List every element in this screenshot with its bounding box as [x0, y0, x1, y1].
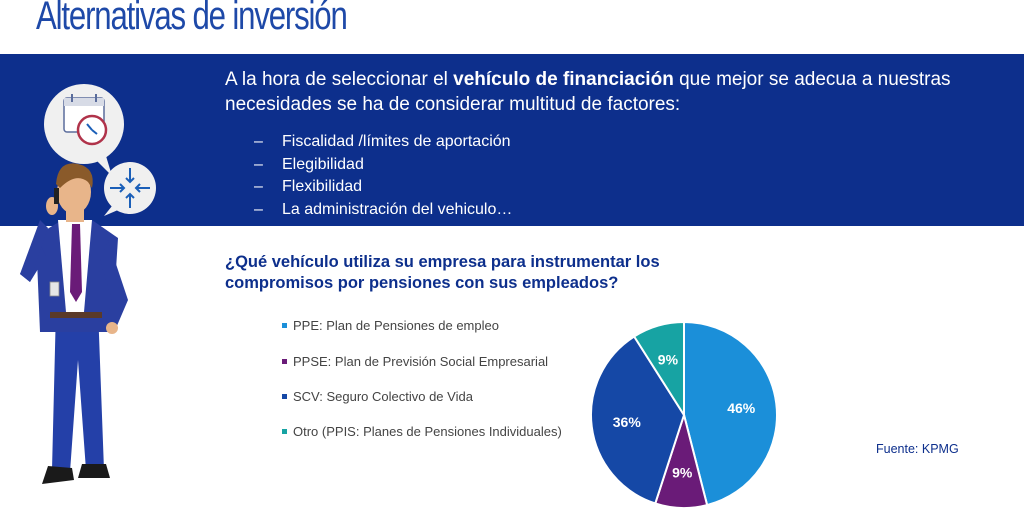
factor-item: Flexibilidad — [254, 176, 512, 199]
legend-label: PPE: Plan de Pensiones de empleo — [293, 318, 499, 333]
factor-item: Elegibilidad — [254, 154, 512, 177]
legend-swatch-ppse — [282, 359, 287, 364]
legend-item-scv: SCV: Seguro Colectivo de Vida — [282, 389, 593, 405]
calendar-bubble-icon — [44, 84, 124, 176]
pie-chart: 46% 9% 36% 9% — [590, 320, 778, 509]
legend-label: Otro (PPIS: Planes de Pensiones Individu… — [293, 424, 562, 439]
pie-slice-ppe — [683, 320, 778, 507]
legend-swatch-otro — [282, 429, 287, 434]
legend-item-ppse: PPSE: Plan de Previsión Social Empresari… — [282, 354, 593, 370]
legend-label: PPSE: Plan de Previsión Social Empresari… — [293, 354, 549, 369]
intro-after: que mejor se adecua a nuestras necesidad… — [225, 69, 951, 115]
pie-label-ppse: 9% — [672, 465, 693, 481]
factor-item: La administración del vehiculo… — [254, 199, 512, 222]
source-note: Fuente: KPMG — [876, 442, 959, 456]
survey-question: ¿Qué vehículo utiliza su empresa para in… — [225, 253, 660, 292]
man-figure — [20, 163, 128, 484]
pie-slice-otro — [632, 320, 685, 419]
arrows-bubble-icon — [104, 162, 156, 216]
intro-bold: vehículo de financiación — [453, 69, 674, 90]
pie-label-ppe: 46% — [727, 400, 756, 416]
businessman-illustration — [20, 84, 156, 484]
factor-list: Fiscalidad /límites de aportación Elegib… — [254, 131, 512, 221]
pie-slice-scv — [590, 335, 686, 505]
pie-label-scv: 36% — [613, 414, 642, 430]
legend-item-otro: Otro (PPIS: Planes de Pensiones Individu… — [282, 424, 593, 440]
factor-item: Fiscalidad /límites de aportación — [254, 131, 512, 154]
page-title: Alternativas de inversión — [36, 0, 348, 38]
intro-before: A la hora de seleccionar el — [225, 69, 454, 90]
legend-label: SCV: Seguro Colectivo de Vida — [293, 389, 473, 404]
intro-text: A la hora de seleccionar el vehículo de … — [225, 67, 985, 117]
pie-label-otro: 9% — [658, 352, 679, 368]
legend-swatch-scv — [282, 394, 287, 399]
legend-swatch-ppe — [282, 323, 287, 328]
legend-item-ppe: PPE: Plan de Pensiones de empleo — [282, 318, 593, 334]
